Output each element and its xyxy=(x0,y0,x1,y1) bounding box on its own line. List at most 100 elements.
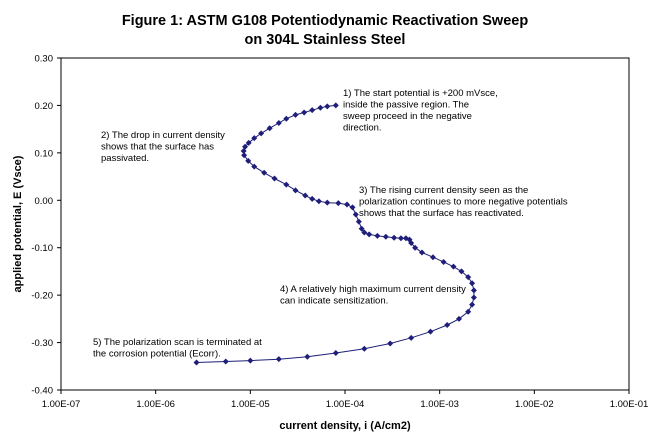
annotation-3: 3) The rising current density seen as th… xyxy=(359,185,568,219)
annotation-line: passivated. xyxy=(101,153,149,164)
chart-title-line-1: Figure 1: ASTM G108 Potentiodynamic Reac… xyxy=(121,13,529,29)
data-point xyxy=(418,249,425,256)
annotation-line: 3) The rising current density seen as th… xyxy=(359,185,528,196)
data-point xyxy=(309,195,316,202)
data-point xyxy=(245,157,252,164)
data-point xyxy=(283,181,290,188)
data-point xyxy=(470,294,477,301)
y-tick-label: -0.30 xyxy=(31,338,53,349)
x-tick-label: 1.00E-01 xyxy=(610,399,649,410)
data-point xyxy=(240,147,247,154)
annotation-line: inside the passive region. The xyxy=(343,100,469,111)
data-point xyxy=(427,328,434,335)
x-tick-label: 1.00E-02 xyxy=(515,399,554,410)
annotation-line: shows that the surface has reactivated. xyxy=(359,208,524,219)
data-point xyxy=(258,130,265,137)
series-line xyxy=(196,104,475,363)
annotation-line: polarization continues to more negative … xyxy=(359,197,568,208)
data-point xyxy=(455,315,462,322)
data-point xyxy=(247,357,254,364)
annotation-1: 1) The start potential is +200 mVsce,ins… xyxy=(343,88,498,134)
x-axis-label: current density, i (A/cm2) xyxy=(279,420,411,432)
annotation-4: 4) A relatively high maximum current den… xyxy=(280,284,466,307)
annotation-line: the corrosion potential (Ecorr). xyxy=(93,349,221,360)
data-point xyxy=(349,204,356,211)
annotation-line: 5) The polarization scan is terminated a… xyxy=(93,337,262,348)
annotation-line: direction. xyxy=(343,123,382,134)
data-point xyxy=(450,263,457,270)
data-point xyxy=(391,234,398,241)
data-point xyxy=(261,169,268,176)
annotation-line: 4) A relatively high maximum current den… xyxy=(280,284,466,295)
data-point xyxy=(324,199,331,206)
data-point xyxy=(382,233,389,240)
chart-title-line-2: on 304L Stainless Steel xyxy=(244,32,406,48)
data-point xyxy=(444,322,451,329)
data-point xyxy=(266,125,273,132)
data-point xyxy=(317,104,324,111)
data-point xyxy=(309,107,316,114)
data-point xyxy=(315,198,322,205)
data-point xyxy=(361,345,368,352)
x-tick-label: 1.00E-03 xyxy=(420,399,459,410)
data-point xyxy=(283,115,290,122)
data-point xyxy=(275,356,282,363)
data-point xyxy=(469,301,476,308)
y-tick-label: 0.30 xyxy=(35,54,54,65)
data-point xyxy=(332,102,339,109)
x-tick-label: 1.00E-06 xyxy=(136,399,175,410)
data-point xyxy=(465,274,472,281)
x-tick-label: 1.00E-05 xyxy=(231,399,270,410)
data-point xyxy=(324,103,331,110)
data-point xyxy=(292,111,299,118)
data-point xyxy=(302,192,309,199)
data-point xyxy=(245,139,252,146)
data-point xyxy=(412,244,419,251)
data-point xyxy=(374,232,381,239)
annotation-line: can indicate sensitization. xyxy=(280,296,388,307)
data-point xyxy=(470,287,477,294)
y-axis-ticks: 0.30 0.20 0.10 0.00 -0.10 -0.20 -0.30 -0.40 xyxy=(31,54,61,397)
data-point xyxy=(193,359,200,366)
data-point xyxy=(465,308,472,315)
data-point xyxy=(335,200,342,207)
data-point xyxy=(408,239,415,246)
data-point xyxy=(344,201,351,208)
data-point xyxy=(251,135,258,142)
chart-title: Figure 1: ASTM G108 Potentiodynamic Reac… xyxy=(0,12,650,50)
data-point xyxy=(271,175,278,182)
data-point xyxy=(222,358,229,365)
annotations: 1) The start potential is +200 mVsce,ins… xyxy=(93,88,568,360)
annotation-5: 5) The polarization scan is terminated a… xyxy=(93,337,262,360)
data-point xyxy=(458,268,465,275)
data-point xyxy=(440,258,447,265)
annotation-line: 1) The start potential is +200 mVsce, xyxy=(343,88,498,99)
y-tick-label: 0.20 xyxy=(35,101,54,112)
data-point xyxy=(352,211,359,218)
data-point xyxy=(355,218,362,225)
annotation-line: 2) The drop in current density xyxy=(101,130,225,141)
plot-area xyxy=(60,57,630,391)
x-axis-ticks: 1.00E-07 1.00E-06 1.00E-05 1.00E-04 1.00E-03… xyxy=(42,390,649,410)
data-point xyxy=(429,254,436,261)
data-point xyxy=(361,229,368,236)
y-tick-label: 0.10 xyxy=(35,148,54,159)
data-point xyxy=(304,353,311,360)
data-point xyxy=(292,187,299,194)
x-tick-label: 1.00E-07 xyxy=(42,399,81,410)
data-point xyxy=(366,231,373,238)
series-markers xyxy=(193,102,477,366)
y-tick-label: -0.10 xyxy=(31,243,53,254)
data-point xyxy=(387,340,394,347)
data-point xyxy=(358,225,365,232)
data-point xyxy=(251,163,258,170)
y-tick-label: -0.40 xyxy=(31,386,53,397)
data-point xyxy=(275,119,282,126)
data-point xyxy=(332,350,339,357)
y-tick-label: 0.00 xyxy=(35,196,54,207)
x-tick-label: 1.00E-04 xyxy=(326,399,365,410)
annotation-line: shows that the surface has xyxy=(101,142,214,153)
y-axis-label: applied potential, E (Vsce) xyxy=(12,155,24,292)
